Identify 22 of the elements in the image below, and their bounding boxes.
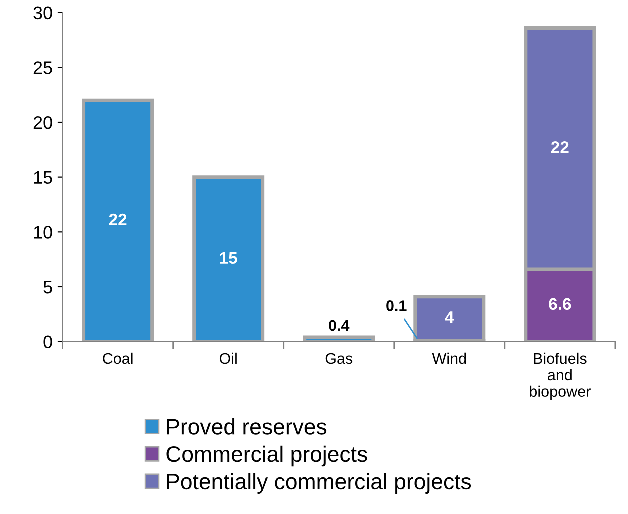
y-tick-label: 20 [34, 116, 52, 130]
legend-label: Proved reserves [167, 418, 327, 435]
x-tick-label: Wind [432, 352, 466, 364]
x-tick-label: Gas [326, 353, 353, 364]
x-tick-label: Biofuels and biopower [530, 352, 591, 400]
legend-label: Potentially commercial projects [167, 473, 472, 494]
data-label: 0.4 [329, 320, 350, 332]
y-tick-label: 0 [44, 336, 52, 349]
y-tick-label: 15 [34, 171, 52, 184]
data-label: 15 [220, 252, 238, 264]
y-tick-label: 30 [34, 6, 52, 20]
x-tick-label: Coal [103, 352, 133, 364]
data-label: 6.6 [549, 298, 572, 310]
data-label: 22 [109, 214, 127, 226]
legend-label: Commercial projects [166, 446, 368, 467]
y-tick-label: 10 [34, 226, 52, 239]
x-tick-label: Oil [220, 352, 237, 364]
y-tick-label: 25 [34, 62, 52, 74]
data-label: 4 [445, 312, 454, 324]
y-tick-label: 5 [44, 281, 52, 294]
data-label: 22 [551, 141, 569, 154]
data-label: 0.1 [386, 300, 407, 312]
